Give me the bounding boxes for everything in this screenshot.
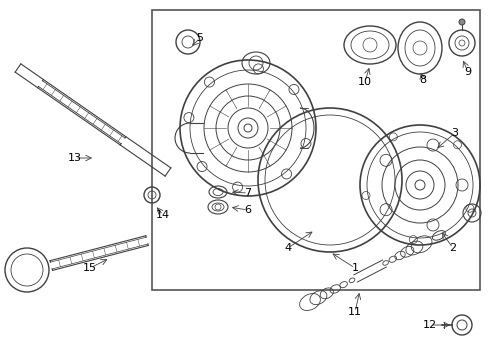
Text: 12: 12 — [423, 320, 437, 330]
Text: 2: 2 — [449, 243, 457, 253]
Text: 9: 9 — [465, 67, 471, 77]
Text: 10: 10 — [358, 77, 372, 87]
Text: 4: 4 — [284, 243, 292, 253]
Circle shape — [459, 19, 465, 25]
Text: 1: 1 — [351, 263, 359, 273]
Text: 15: 15 — [83, 263, 97, 273]
Text: 13: 13 — [68, 153, 82, 163]
Text: 3: 3 — [451, 128, 459, 138]
Text: 6: 6 — [245, 205, 251, 215]
Text: 7: 7 — [245, 188, 251, 198]
Bar — [152, 10, 480, 290]
Text: 8: 8 — [419, 75, 427, 85]
Text: 14: 14 — [156, 210, 170, 220]
Text: 11: 11 — [348, 307, 362, 317]
Text: 5: 5 — [196, 33, 203, 43]
